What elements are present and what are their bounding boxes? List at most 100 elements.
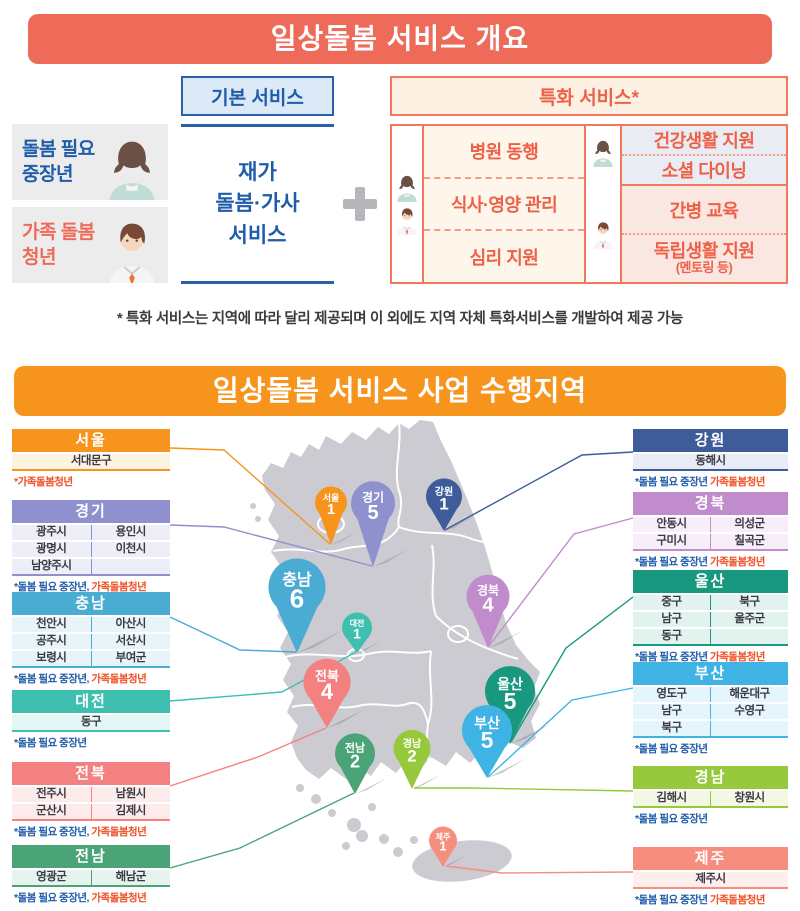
note-midlife: *돌봄 필요 중장년 — [14, 737, 87, 749]
district-row: 영도구 해운대구 — [633, 687, 788, 702]
district-cell: 아산시 — [91, 617, 170, 632]
map-pin-gyeongbuk: 경북4 — [466, 574, 523, 648]
region-target-note: *돌봄 필요 중장년 — [633, 741, 788, 756]
pin-shape — [342, 612, 372, 653]
pin-shadow — [487, 758, 527, 778]
region-target-note: *돌봄 필요 중장년 가족돌봄청년 — [633, 649, 788, 664]
connector-gyeongnam — [414, 787, 634, 792]
district-row: 안동시 의성군 — [633, 517, 788, 532]
district-cell: 구미시 — [633, 534, 710, 549]
district-cell: 안동시 — [633, 517, 710, 532]
basic-service-header: 기본 서비스 — [181, 76, 334, 116]
man-icon — [108, 222, 156, 283]
note-youth: 가족돌봄청년 — [91, 892, 147, 904]
district-cell: 남구 — [633, 612, 710, 627]
region-target-note: *돌봄 필요 중장년, 가족돌봄청년 — [12, 824, 170, 839]
pin-shape — [429, 826, 458, 867]
overview-title: 일상돌봄 서비스 개요 — [28, 14, 772, 64]
district-cell: 동구 — [633, 629, 710, 644]
district-cell: 군산시 — [12, 804, 91, 819]
region-box-title: 서울 — [12, 429, 170, 452]
region-box-title: 강원 — [633, 429, 788, 452]
district-cell: 동해시 — [633, 454, 788, 469]
note-midlife: *돌봄 필요 중장년 — [635, 651, 710, 663]
pin-region-name: 경기 — [362, 489, 384, 504]
region-box-ulsan: 울산 중구 북구 남구 울주군 동구 *돌봄 필요 중장년 가족돌봄청년 — [633, 570, 788, 664]
pin-shadow — [357, 641, 381, 653]
district-row: 군산시 김제시 — [12, 804, 170, 819]
pin-region-name: 부산 — [474, 715, 500, 731]
district-cell: 제주시 — [633, 872, 788, 887]
district-cell: 전주시 — [12, 787, 91, 802]
pin-region-count: 4 — [321, 679, 334, 704]
woman-icon — [593, 140, 613, 167]
district-row: 동구 — [12, 715, 170, 730]
map-pin-daejeon: 대전1 — [342, 612, 381, 653]
special-target-items: 건강생활 지원 소셜 다이닝 간병 교육 독립생활 지원 (멘토링 등) — [622, 126, 786, 282]
connector-gangwon — [444, 451, 634, 531]
persona-youth-label: 가족 돌봄 청년 — [22, 221, 95, 268]
map-pin-jeju: 제주1 — [429, 826, 466, 867]
district-table: 중구 북구 남구 울주군 동구 — [633, 595, 788, 646]
note-youth: *가족돌봄청년 — [14, 476, 73, 488]
note-midlife: *돌봄 필요 중장년, — [14, 892, 92, 904]
region-box-jeju: 제주 제주시 *돌봄 필요 중장년 가족돌봄청년 — [633, 847, 788, 907]
district-row: 서대문구 — [12, 454, 170, 469]
pin-region-count: 1 — [439, 494, 448, 513]
district-cell: 천안시 — [12, 617, 91, 632]
connector-seoul — [169, 447, 331, 545]
man-icon — [592, 222, 614, 249]
special-item: 소셜 다이닝 — [622, 154, 786, 184]
note-midlife: *돌봄 필요 중장년, — [14, 581, 92, 593]
note-midlife: *돌봄 필요 중장년 — [635, 743, 708, 755]
pin-shape — [393, 729, 431, 789]
note-midlife: *돌봄 필요 중장년, — [14, 673, 92, 685]
district-cell: 용인시 — [91, 525, 170, 540]
district-row: 보령시 부여군 — [12, 651, 170, 666]
region-target-note: *돌봄 필요 중장년 — [633, 811, 788, 826]
connector-gyeonggi — [169, 524, 373, 567]
region-box-gangwon: 강원 동해시 *돌봄 필요 중장년 가족돌봄청년 — [633, 429, 788, 489]
pin-region-count: 1 — [353, 625, 361, 641]
note-youth: 가족돌봄청년 — [709, 894, 765, 906]
district-row: 남구 수영구 — [633, 704, 788, 719]
special-item: 간병 교육 — [669, 200, 739, 221]
connector-gyeongbuk — [488, 517, 634, 647]
region-box-title: 부산 — [633, 662, 788, 685]
pin-region-name: 대전 — [350, 618, 365, 628]
note-youth: 가족돌봄청년 — [91, 673, 147, 685]
note-midlife: *돌봄 필요 중장년 — [635, 476, 710, 488]
plus-icon — [343, 187, 377, 221]
district-row: 광주시 용인시 — [12, 525, 170, 540]
district-row: 북구 — [633, 721, 788, 736]
district-row: 중구 북구 — [633, 595, 788, 610]
special-service-header: 특화 서비스* — [390, 76, 788, 116]
district-cell: 남구 — [633, 704, 710, 719]
district-cell: 동구 — [12, 715, 170, 730]
connector-jeonnam — [169, 792, 355, 869]
district-row: 김해시 창원시 — [633, 791, 788, 806]
district-row: 공주시 서산시 — [12, 634, 170, 649]
woman-icon — [109, 141, 155, 200]
district-cell: 영광군 — [12, 870, 91, 885]
special-item-sub: (멘토링 등) — [675, 260, 733, 276]
pin-shape — [268, 558, 326, 653]
special-common-items: 병원 동행 식사·영양 관리 심리 지원 — [424, 126, 586, 282]
region-box-title: 전북 — [12, 762, 170, 785]
region-target-note: *가족돌봄청년 — [12, 474, 170, 489]
district-cell: 남원시 — [91, 787, 170, 802]
district-cell — [711, 629, 788, 644]
jeju-island — [412, 840, 512, 882]
pin-region-count: 2 — [350, 752, 360, 772]
region-box-title: 경기 — [12, 500, 170, 523]
region-box-title: 경남 — [633, 766, 788, 789]
connector-lines — [169, 447, 634, 874]
pin-shape — [461, 705, 512, 778]
region-box-title: 대전 — [12, 690, 170, 713]
pin-shadow — [412, 774, 442, 789]
basic-service-body: 재가 돌봄·가사 서비스 — [181, 124, 334, 284]
